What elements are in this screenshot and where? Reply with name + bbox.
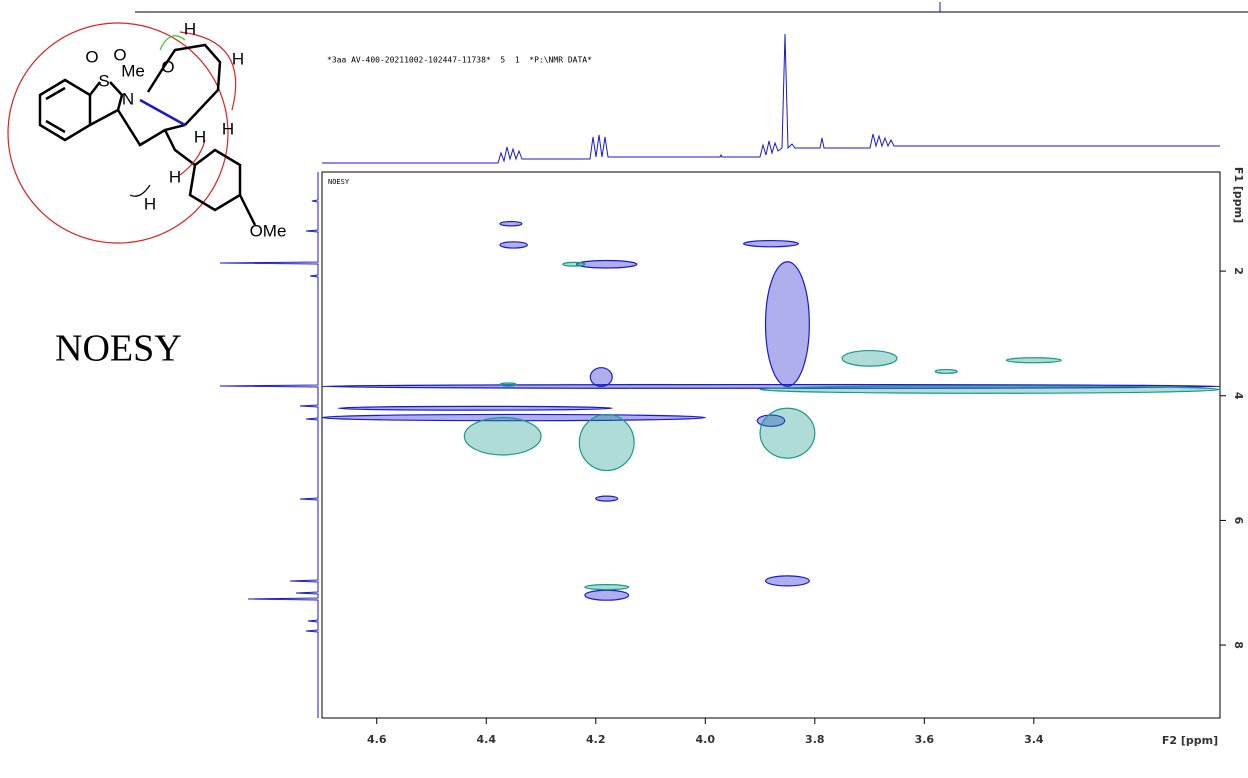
structure-label: OMe (250, 221, 287, 240)
cross-peak (743, 239, 799, 248)
cross-peak (463, 416, 542, 456)
cross-peak (759, 385, 1221, 394)
cross-peak (499, 220, 523, 227)
f2-projection (322, 33, 1220, 164)
structure-label: H (184, 19, 196, 38)
cross-peak (764, 261, 810, 388)
x-tick-label: 3.4 (1024, 733, 1044, 746)
x-tick-label: 4.0 (696, 733, 716, 746)
structure-label: O (85, 47, 98, 66)
cross-peak (584, 589, 630, 601)
cross-peak (934, 368, 958, 374)
x-tick-label: 3.8 (805, 733, 825, 746)
x-tick-label: 4.2 (586, 733, 606, 746)
cross-peak (589, 367, 613, 388)
y-tick-label: 2 (1232, 267, 1245, 275)
cross-peak (321, 413, 706, 422)
structure-label: H (169, 167, 181, 186)
cross-peak (584, 584, 630, 591)
y-axis-title: F1 [ppm] (1232, 167, 1245, 223)
x-tick-label: 4.4 (477, 733, 497, 746)
figure-label: NOESY (55, 328, 182, 370)
structure-label: H (194, 127, 206, 146)
structure-label: H (222, 119, 234, 138)
cross-peak (337, 405, 613, 411)
cross-peak (562, 261, 586, 267)
cross-peak (499, 241, 528, 249)
cross-peak (576, 259, 638, 269)
structure-label: O (161, 57, 174, 76)
cross-peak (578, 413, 635, 472)
x-axis-title: F2 [ppm] (1162, 734, 1218, 747)
structure-label: H (232, 49, 244, 68)
structure-label: H (144, 194, 156, 213)
y-tick-label: 6 (1232, 517, 1245, 525)
structure-label: N (122, 89, 134, 108)
structure-label: S (98, 71, 109, 90)
header-text: *3aa AV-400-20211002-102447-11738* 5 1 *… (327, 56, 592, 65)
cross-peak (759, 407, 816, 459)
cross-peak (595, 495, 619, 502)
plot-label: NOESY (328, 178, 350, 186)
cross-peak (764, 575, 810, 587)
x-tick-label: 3.6 (915, 733, 935, 746)
y-tick-label: 4 (1232, 392, 1245, 400)
structure-drawing (7, 22, 257, 244)
cross-peak (499, 382, 517, 387)
structure-label: O (113, 45, 126, 64)
cross-peak (841, 349, 898, 367)
f1-projection (219, 172, 319, 718)
y-tick-label: 8 (1232, 641, 1245, 649)
x-tick-label: 4.6 (367, 733, 387, 746)
cross-peak (756, 414, 786, 427)
cross-peak (1005, 357, 1062, 364)
structure-label: Me (121, 61, 145, 80)
plot-frame (321, 171, 1221, 719)
